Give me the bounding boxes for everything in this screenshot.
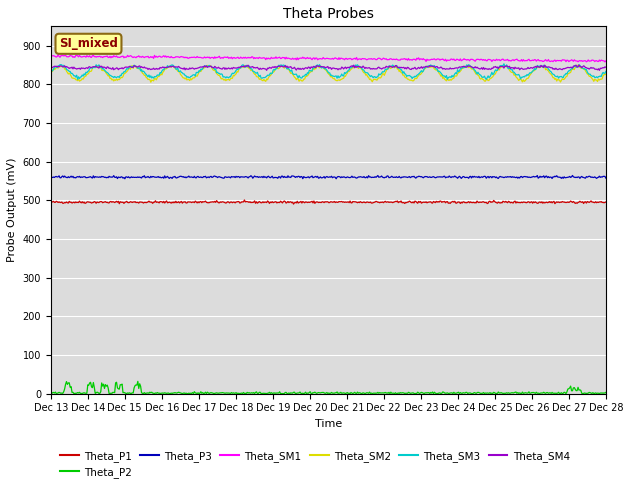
Line: Theta_SM2: Theta_SM2 — [51, 65, 606, 82]
Theta_SM2 — [466, 64, 474, 70]
Legend: Theta_P1, Theta_P2, Theta_P3, Theta_SM1, Theta_SM2, Theta_SM3, Theta_SM4: Theta_P1, Theta_P2, Theta_P3, Theta_SM1,… — [56, 446, 574, 480]
Theta_SM1 — [146, 55, 154, 60]
Theta_SM4 — [189, 66, 197, 72]
Theta_P2 — [146, 389, 154, 395]
Theta_P2 — [375, 390, 383, 396]
Theta_SM1 — [54, 52, 62, 58]
Theta_P2 — [419, 390, 426, 396]
Theta_SM2 — [145, 76, 153, 82]
Theta_SM3 — [47, 69, 54, 75]
Theta_P2 — [299, 390, 307, 396]
Theta_P2 — [191, 389, 198, 395]
Theta_P2 — [602, 390, 610, 396]
Line: Theta_SM3: Theta_SM3 — [51, 64, 606, 79]
Text: SI_mixed: SI_mixed — [59, 37, 118, 50]
Theta_SM4 — [602, 64, 610, 70]
Theta_SM3 — [602, 69, 610, 74]
Theta_SM3 — [146, 74, 154, 80]
Theta_P3 — [466, 174, 474, 180]
Theta_P2 — [466, 390, 474, 396]
Theta_P1 — [419, 199, 427, 205]
Theta_P3 — [47, 175, 54, 180]
Theta_P1 — [467, 199, 474, 205]
Theta_SM2 — [191, 75, 198, 81]
Theta_SM1 — [602, 58, 610, 64]
Title: Theta Probes: Theta Probes — [283, 7, 374, 21]
Line: Theta_P3: Theta_P3 — [51, 176, 606, 179]
Line: Theta_SM1: Theta_SM1 — [51, 55, 606, 62]
Theta_SM2 — [602, 71, 610, 77]
Theta_SM3 — [500, 61, 508, 67]
Theta_SM4 — [465, 63, 472, 69]
Theta_SM1 — [466, 58, 474, 64]
Theta_SM4 — [575, 62, 583, 68]
Theta_P1 — [47, 199, 54, 205]
Theta_P3 — [375, 174, 383, 180]
Theta_SM1 — [47, 53, 54, 59]
Theta_SM2 — [574, 62, 582, 68]
Theta_SM2 — [419, 69, 426, 75]
Theta_P1 — [300, 199, 308, 205]
Theta_SM3 — [74, 76, 81, 82]
Theta_SM1 — [375, 55, 383, 61]
Theta_P1 — [189, 199, 197, 205]
Theta_P3 — [146, 175, 154, 180]
Theta_SM3 — [466, 62, 474, 68]
Theta_P1 — [290, 201, 298, 207]
Theta_P2 — [468, 391, 476, 396]
Theta_SM3 — [375, 71, 383, 77]
Theta_P3 — [121, 176, 129, 181]
X-axis label: Time: Time — [315, 419, 342, 429]
Theta_SM4 — [595, 68, 603, 73]
Theta_SM2 — [299, 78, 307, 84]
Theta_P3 — [191, 173, 198, 179]
Line: Theta_P2: Theta_P2 — [51, 382, 606, 394]
Line: Theta_SM4: Theta_SM4 — [51, 65, 606, 71]
Theta_SM4 — [298, 66, 306, 72]
Y-axis label: Probe Output (mV): Probe Output (mV) — [7, 158, 17, 262]
Theta_SM1 — [191, 54, 198, 60]
Theta_P2 — [134, 379, 141, 384]
Theta_P3 — [419, 174, 426, 180]
Theta_SM1 — [299, 54, 307, 60]
Theta_SM4 — [47, 64, 54, 70]
Theta_SM4 — [417, 64, 425, 70]
Theta_SM1 — [601, 59, 609, 65]
Line: Theta_P1: Theta_P1 — [51, 200, 606, 204]
Theta_SM3 — [299, 73, 307, 79]
Theta_SM4 — [374, 65, 381, 71]
Theta_SM3 — [191, 72, 198, 78]
Theta_P3 — [569, 173, 577, 179]
Theta_P3 — [602, 175, 610, 181]
Theta_SM2 — [47, 70, 54, 75]
Theta_SM2 — [147, 79, 155, 85]
Theta_P1 — [602, 199, 610, 205]
Theta_P1 — [145, 198, 153, 204]
Theta_SM4 — [145, 66, 153, 72]
Theta_P1 — [376, 200, 383, 205]
Theta_SM2 — [375, 75, 383, 81]
Theta_P2 — [47, 390, 54, 396]
Theta_P1 — [241, 197, 248, 203]
Theta_SM1 — [419, 57, 426, 62]
Theta_P3 — [299, 176, 307, 181]
Theta_SM3 — [419, 69, 426, 75]
